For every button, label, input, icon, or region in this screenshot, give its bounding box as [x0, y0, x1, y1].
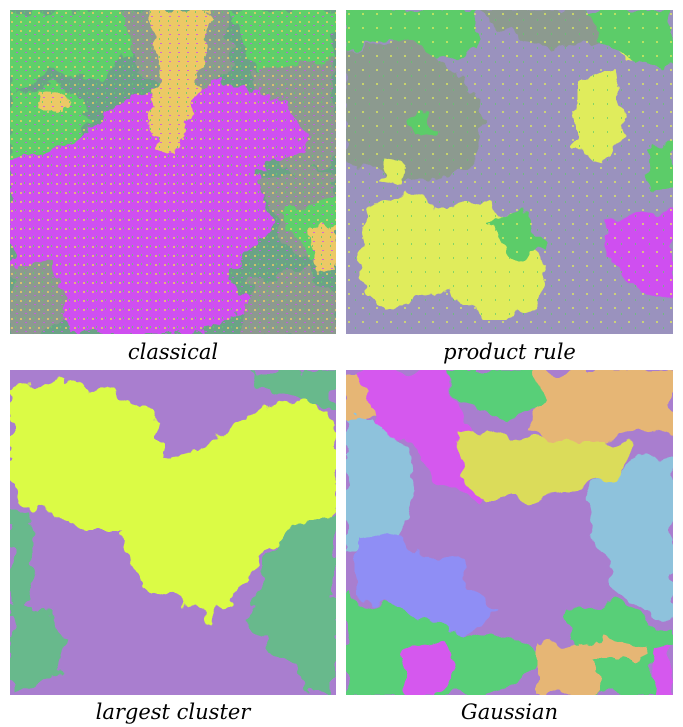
- gaussian-cluster-image: [346, 370, 673, 695]
- product-rule-cluster-image: [346, 10, 673, 334]
- largest-cluster-panel: [10, 370, 336, 695]
- product-rule-caption: product rule: [443, 340, 576, 364]
- largest-cluster-image: [10, 370, 336, 695]
- classical-caption: classical: [127, 340, 219, 364]
- product-rule-panel: [346, 10, 673, 334]
- classical-cluster-image: [10, 10, 336, 334]
- classical-panel: [10, 10, 336, 334]
- largest-cluster-caption: largest cluster: [95, 700, 251, 724]
- gaussian-caption: Gaussian: [460, 700, 559, 724]
- gaussian-panel: [346, 370, 673, 695]
